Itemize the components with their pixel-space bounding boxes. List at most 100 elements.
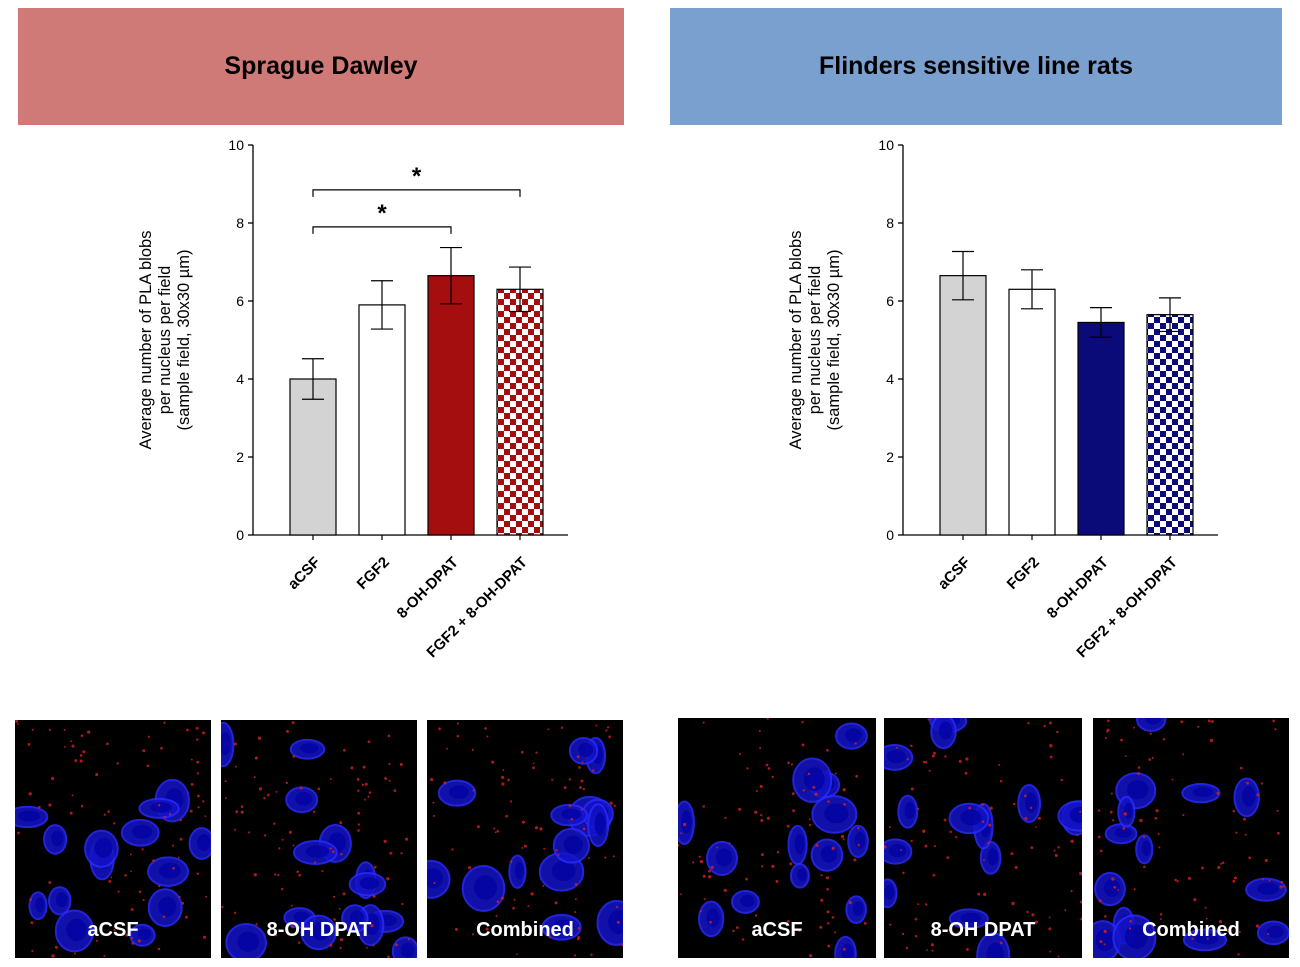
- y-axis-label: Average number of PLA blobs per nucleus p…: [137, 231, 193, 450]
- bar-chart-flinders: 0 2 4 6 8 10 Average number of PLA blobs per nu…: [787, 137, 1218, 661]
- pla-dot: [130, 870, 133, 873]
- nucleus-inner: [300, 743, 319, 754]
- pla-dot: [178, 895, 181, 899]
- pla-dot: [884, 845, 887, 849]
- pla-dot: [51, 954, 55, 958]
- pla-dot: [999, 779, 1003, 783]
- micrograph-sd-8ohdpat: 8-OH DPAT: [221, 720, 417, 958]
- pla-dot: [579, 786, 582, 789]
- nucleus-inner: [986, 942, 1005, 958]
- pla-dot: [373, 865, 377, 869]
- pla-dot: [621, 944, 623, 947]
- pla-dot: [1026, 910, 1029, 914]
- pla-dot: [792, 809, 795, 813]
- pla-dot: [1239, 766, 1243, 770]
- nucleus-inner: [852, 901, 864, 917]
- nucleus-inner: [365, 913, 380, 936]
- pla-dot: [949, 830, 952, 834]
- nucleus-inner: [1124, 924, 1148, 949]
- pla-dot: [682, 822, 687, 827]
- pla-dot: [547, 728, 550, 731]
- pla-dot: [723, 888, 727, 892]
- pla-dot: [831, 846, 835, 850]
- pla-dot: [1149, 732, 1152, 735]
- pla-dot: [105, 742, 109, 746]
- pla-dot: [1064, 909, 1067, 912]
- pla-dot: [1060, 778, 1063, 782]
- pla-dot: [958, 759, 962, 763]
- pla-dot: [578, 766, 581, 769]
- nucleus-inner: [960, 809, 982, 826]
- pla-dot: [932, 873, 936, 877]
- pla-dot: [1187, 876, 1192, 880]
- pla-dot: [70, 740, 73, 743]
- y-axis-label-line: (sample field, 30x30 µm): [825, 250, 843, 431]
- pla-dot: [384, 777, 388, 780]
- pla-dot: [190, 758, 193, 761]
- pla-dot: [555, 849, 558, 852]
- bracket-line: [312, 226, 452, 234]
- pla-dot: [914, 935, 918, 938]
- micrograph-image: [678, 718, 869, 958]
- pla-dot: [709, 920, 712, 924]
- micrograph-label: aCSF: [87, 919, 139, 941]
- nucleus-inner: [796, 868, 807, 882]
- pla-dot: [549, 935, 552, 938]
- pla-dot: [64, 745, 66, 748]
- pla-dot: [1031, 913, 1035, 917]
- pla-dot: [812, 785, 816, 789]
- pla-dot: [943, 818, 947, 822]
- pla-dot: [587, 857, 590, 860]
- pla-dot: [1037, 816, 1041, 820]
- pla-dot: [125, 933, 129, 937]
- pla-dot: [263, 797, 266, 800]
- pla-dot: [472, 789, 475, 792]
- pla-dot: [496, 900, 500, 904]
- pla-dot: [745, 877, 748, 881]
- pla-dot: [1035, 826, 1037, 828]
- pla-dot: [404, 837, 409, 841]
- nucleus-inner: [514, 861, 524, 880]
- pla-dot: [31, 728, 34, 731]
- pla-dot: [854, 742, 857, 745]
- pla-dot: [831, 916, 835, 919]
- pla-dot: [977, 892, 981, 896]
- nucleus-inner: [159, 862, 181, 879]
- pla-dot: [981, 803, 984, 806]
- pla-dot: [1113, 885, 1117, 889]
- pla-dot: [702, 805, 705, 808]
- pla-dot: [291, 925, 295, 929]
- pla-dot: [1216, 791, 1220, 795]
- nucleus-inner: [938, 721, 953, 740]
- nucleus-inner: [1123, 802, 1133, 819]
- pla-dot: [1155, 809, 1159, 813]
- pla-dot: [1049, 721, 1052, 725]
- pla-dot: [574, 954, 577, 957]
- pla-dot: [532, 762, 535, 765]
- pla-dot: [356, 777, 360, 781]
- pla-dot: [297, 941, 301, 944]
- pla-dot: [1205, 917, 1208, 920]
- pla-dot: [527, 905, 530, 908]
- pla-dot: [357, 823, 361, 826]
- nucleus-inner: [1192, 787, 1214, 798]
- micrograph-fsl-acsf: aCSF: [678, 718, 876, 958]
- pla-dot: [48, 803, 52, 807]
- pla-dot: [79, 754, 83, 757]
- pla-dot: [117, 890, 120, 893]
- pla-dot: [931, 754, 935, 758]
- pla-dot: [1232, 809, 1236, 813]
- nucleus-inner: [94, 837, 113, 858]
- pla-dot: [393, 789, 397, 793]
- nucleus-inner: [888, 843, 907, 858]
- pla-dot: [338, 907, 341, 910]
- pla-dot: [577, 926, 581, 930]
- pla-dot: [1148, 758, 1151, 761]
- pla-dot: [388, 779, 391, 782]
- micrograph-image: [221, 721, 417, 958]
- pla-dot: [329, 847, 332, 850]
- pla-dot: [1207, 719, 1211, 723]
- nucleus-inner: [35, 897, 45, 913]
- nucleus-inner: [55, 892, 68, 908]
- pla-dot: [834, 772, 837, 775]
